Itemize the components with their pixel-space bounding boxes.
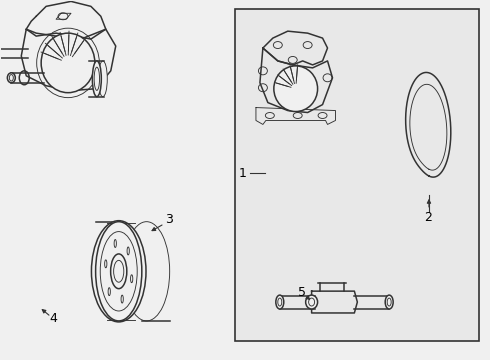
Ellipse shape (123, 222, 170, 321)
Bar (235, 9, 479, 341)
Ellipse shape (98, 61, 107, 96)
Ellipse shape (96, 222, 142, 321)
Ellipse shape (274, 66, 318, 112)
Ellipse shape (306, 295, 318, 309)
Text: 2: 2 (424, 211, 432, 224)
Ellipse shape (93, 61, 101, 96)
Ellipse shape (111, 254, 127, 289)
Ellipse shape (385, 295, 393, 309)
Ellipse shape (7, 73, 15, 83)
Ellipse shape (276, 295, 284, 309)
Text: 1: 1 (239, 167, 247, 180)
Ellipse shape (92, 221, 146, 322)
Text: 5: 5 (298, 285, 306, 299)
Ellipse shape (41, 33, 95, 93)
Text: 3: 3 (166, 213, 173, 226)
Text: 4: 4 (49, 312, 57, 325)
